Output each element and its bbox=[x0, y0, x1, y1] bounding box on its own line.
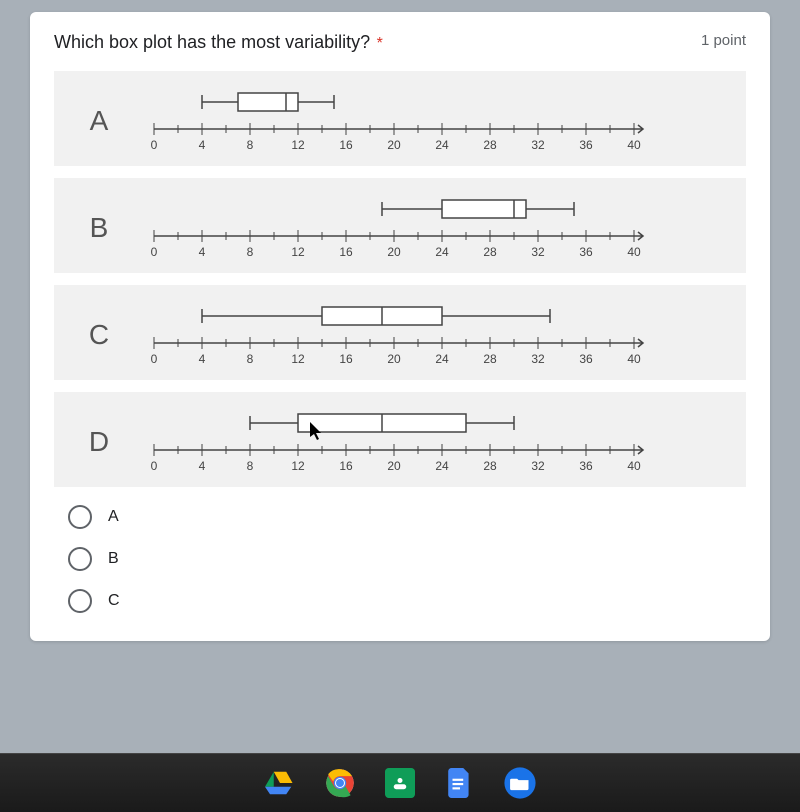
question-header: Which box plot has the most variability?… bbox=[54, 32, 746, 53]
svg-text:8: 8 bbox=[247, 138, 254, 152]
option-c[interactable]: C bbox=[68, 589, 746, 613]
svg-text:28: 28 bbox=[483, 245, 497, 259]
boxplot-svg: 0 4 8 12 16 20 24 28 32 36 40 bbox=[134, 293, 736, 376]
boxplot-row-c: C 0 4 8 12 16 20 24 28 32 36 40 bbox=[54, 285, 746, 380]
svg-text:36: 36 bbox=[579, 245, 593, 259]
svg-text:28: 28 bbox=[483, 459, 497, 473]
svg-text:36: 36 bbox=[579, 459, 593, 473]
plot-label: C bbox=[64, 319, 134, 351]
svg-text:40: 40 bbox=[627, 245, 641, 259]
boxplot-row-b: B 0 4 8 12 16 20 24 28 32 36 40 bbox=[54, 178, 746, 273]
question-text-wrap: Which box plot has the most variability?… bbox=[54, 32, 383, 53]
svg-text:8: 8 bbox=[247, 459, 254, 473]
plot-label: A bbox=[64, 105, 134, 137]
svg-text:24: 24 bbox=[435, 245, 449, 259]
chrome-icon[interactable] bbox=[319, 762, 361, 804]
boxplot-svg: 0 4 8 12 16 20 24 28 32 36 40 bbox=[134, 400, 736, 483]
boxplot-svg: 0 4 8 12 16 20 24 28 32 36 40 bbox=[134, 186, 736, 269]
svg-text:32: 32 bbox=[531, 352, 545, 366]
svg-text:32: 32 bbox=[531, 459, 545, 473]
points-label: 1 point bbox=[701, 32, 746, 49]
svg-text:8: 8 bbox=[247, 352, 254, 366]
svg-text:24: 24 bbox=[435, 352, 449, 366]
plot-label: B bbox=[64, 212, 134, 244]
svg-text:16: 16 bbox=[339, 459, 353, 473]
boxplot-svg: 0 4 8 12 16 20 24 28 32 36 40 bbox=[134, 79, 736, 162]
svg-text:32: 32 bbox=[531, 245, 545, 259]
svg-text:4: 4 bbox=[199, 459, 206, 473]
boxplot-row-a: A 0 4 8 12 16 20 24 28 32 36 40 bbox=[54, 71, 746, 166]
svg-text:36: 36 bbox=[579, 352, 593, 366]
option-label: B bbox=[108, 550, 119, 568]
option-label: C bbox=[108, 592, 120, 610]
svg-text:36: 36 bbox=[579, 138, 593, 152]
drive-icon[interactable] bbox=[259, 762, 301, 804]
svg-text:40: 40 bbox=[627, 138, 641, 152]
option-a[interactable]: A bbox=[68, 505, 746, 529]
boxplot-row-d: D 0 4 8 12 16 20 24 28 32 36 40 bbox=[54, 392, 746, 487]
plots-container: A0481216202428323640B0481216202428323640… bbox=[54, 71, 746, 487]
svg-text:20: 20 bbox=[387, 352, 401, 366]
taskbar bbox=[0, 753, 800, 812]
radio-icon[interactable] bbox=[68, 505, 92, 529]
plot-label: D bbox=[64, 426, 134, 458]
question-text: Which box plot has the most variability? bbox=[54, 32, 370, 52]
svg-text:0: 0 bbox=[151, 352, 158, 366]
svg-text:12: 12 bbox=[291, 245, 305, 259]
svg-text:12: 12 bbox=[291, 352, 305, 366]
docs-icon[interactable] bbox=[439, 762, 481, 804]
svg-text:0: 0 bbox=[151, 138, 158, 152]
option-label: A bbox=[108, 508, 119, 526]
svg-text:28: 28 bbox=[483, 352, 497, 366]
radio-icon[interactable] bbox=[68, 547, 92, 571]
svg-text:4: 4 bbox=[199, 245, 206, 259]
svg-text:32: 32 bbox=[531, 138, 545, 152]
svg-text:16: 16 bbox=[339, 352, 353, 366]
svg-text:24: 24 bbox=[435, 459, 449, 473]
svg-text:40: 40 bbox=[627, 352, 641, 366]
radio-icon[interactable] bbox=[68, 589, 92, 613]
svg-text:16: 16 bbox=[339, 138, 353, 152]
svg-text:20: 20 bbox=[387, 245, 401, 259]
files-icon[interactable] bbox=[499, 762, 541, 804]
svg-text:20: 20 bbox=[387, 138, 401, 152]
svg-text:40: 40 bbox=[627, 459, 641, 473]
svg-text:12: 12 bbox=[291, 459, 305, 473]
svg-text:8: 8 bbox=[247, 245, 254, 259]
svg-text:20: 20 bbox=[387, 459, 401, 473]
svg-text:28: 28 bbox=[483, 138, 497, 152]
svg-text:24: 24 bbox=[435, 138, 449, 152]
question-card: Which box plot has the most variability?… bbox=[30, 12, 770, 641]
svg-text:16: 16 bbox=[339, 245, 353, 259]
required-marker: * bbox=[377, 35, 383, 52]
svg-text:12: 12 bbox=[291, 138, 305, 152]
answer-options: A B C bbox=[54, 505, 746, 613]
option-b[interactable]: B bbox=[68, 547, 746, 571]
classroom-icon[interactable] bbox=[379, 762, 421, 804]
svg-text:4: 4 bbox=[199, 138, 206, 152]
svg-text:0: 0 bbox=[151, 459, 158, 473]
svg-text:0: 0 bbox=[151, 245, 158, 259]
svg-text:4: 4 bbox=[199, 352, 206, 366]
